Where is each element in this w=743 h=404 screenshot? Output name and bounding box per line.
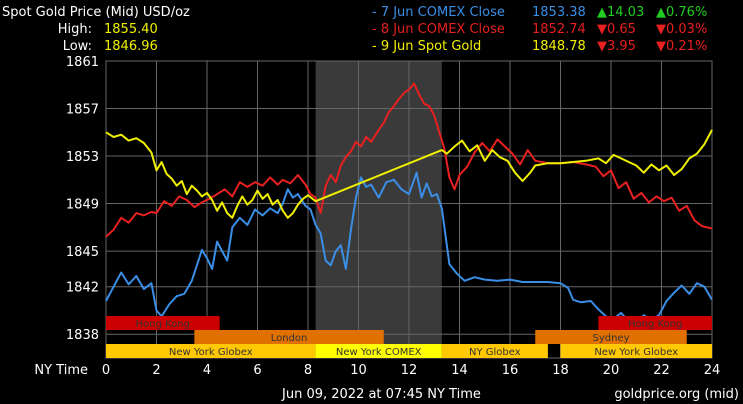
legend-price-7jun: 1853.38 — [532, 5, 586, 20]
x-tick-label: 6 — [253, 363, 261, 378]
session-label: Sydney — [592, 333, 629, 344]
session-bar — [106, 344, 316, 358]
trading-sessions: Hong Kong Hong Kong London Sydney New York G… — [106, 316, 712, 358]
legend-name-7jun: - 7 Jun COMEX Close — [372, 5, 505, 20]
legend-pct-9jun: ▼0.21% — [656, 39, 707, 54]
x-axis: 0 2 4 6 8 10 12 14 16 18 20 22 24 — [102, 363, 720, 378]
y-tick-label: 1857 — [66, 103, 99, 118]
y-axis: 1838 1842 1845 1849 1853 1857 1861 — [66, 55, 99, 343]
y-tick-label: 1849 — [66, 198, 99, 213]
legend-price-8jun: 1852.74 — [532, 22, 586, 37]
x-tick-label: 22 — [653, 363, 670, 378]
series-lines — [105, 82, 713, 325]
session-bar — [106, 316, 220, 330]
session-label: New York Globex — [594, 347, 678, 358]
low-value: 1846.96 — [104, 39, 158, 54]
session-bar — [560, 344, 712, 358]
x-tick-label: 14 — [451, 363, 468, 378]
session-label: New York COMEX — [336, 347, 422, 358]
legend-change-9jun: ▼3.95 — [597, 39, 636, 54]
series-line-2 — [105, 129, 713, 219]
series-line-0 — [105, 171, 713, 325]
x-tick-label: 16 — [502, 363, 519, 378]
x-tick-label: 0 — [102, 363, 110, 378]
series-line-1 — [105, 82, 713, 238]
y-tick-label: 1861 — [66, 55, 99, 70]
session-bar — [441, 344, 548, 358]
low-label: Low: — [63, 39, 92, 54]
y-tick-label: 1838 — [66, 328, 99, 343]
timestamp: Jun 09, 2022 at 07:45 NY Time — [281, 387, 481, 402]
y-tick-label: 1853 — [66, 150, 99, 165]
high-label: High: — [58, 22, 92, 37]
session-label: New York Globex — [169, 347, 253, 358]
x-tick-label: 4 — [203, 363, 211, 378]
legend-change-7jun: ▲14.03 — [597, 5, 644, 20]
x-tick-label: 8 — [304, 363, 312, 378]
legend: - 7 Jun COMEX Close 1853.38 ▲14.03 ▲0.76… — [372, 5, 707, 54]
session-label: London — [271, 333, 308, 344]
legend-pct-7jun: ▲0.76% — [656, 5, 707, 20]
comex-session-shade — [315, 61, 442, 358]
legend-change-8jun: ▼0.65 — [597, 22, 636, 37]
x-tick-label: 18 — [552, 363, 569, 378]
session-label: Hong Kong — [628, 319, 682, 330]
shaded-interval — [315, 61, 442, 358]
session-bar — [194, 330, 384, 344]
x-tick-label: 10 — [350, 363, 367, 378]
high-value: 1855.40 — [104, 22, 158, 37]
session-label: NY Globex — [469, 347, 521, 358]
legend-name-8jun: - 8 Jun COMEX Close — [372, 22, 505, 37]
session-bar — [598, 316, 712, 330]
x-axis-label: NY Time — [34, 363, 88, 378]
session-bar — [535, 330, 687, 344]
legend-name-9jun: - 9 Jun Spot Gold — [372, 39, 481, 54]
x-tick-label: 2 — [152, 363, 160, 378]
legend-price-9jun: 1848.78 — [532, 39, 586, 54]
x-tick-label: 12 — [401, 363, 418, 378]
x-tick-label: 20 — [603, 363, 620, 378]
x-tick-label: 24 — [704, 363, 721, 378]
chart-title: Spot Gold Price (Mid) USD/oz — [2, 5, 190, 20]
y-tick-label: 1845 — [66, 245, 99, 260]
session-bar — [315, 344, 442, 358]
source-credit: goldprice.org (mid) — [614, 387, 739, 402]
session-label: Hong Kong — [136, 319, 190, 330]
y-tick-label: 1842 — [66, 281, 99, 296]
legend-pct-8jun: ▼0.03% — [656, 22, 707, 37]
